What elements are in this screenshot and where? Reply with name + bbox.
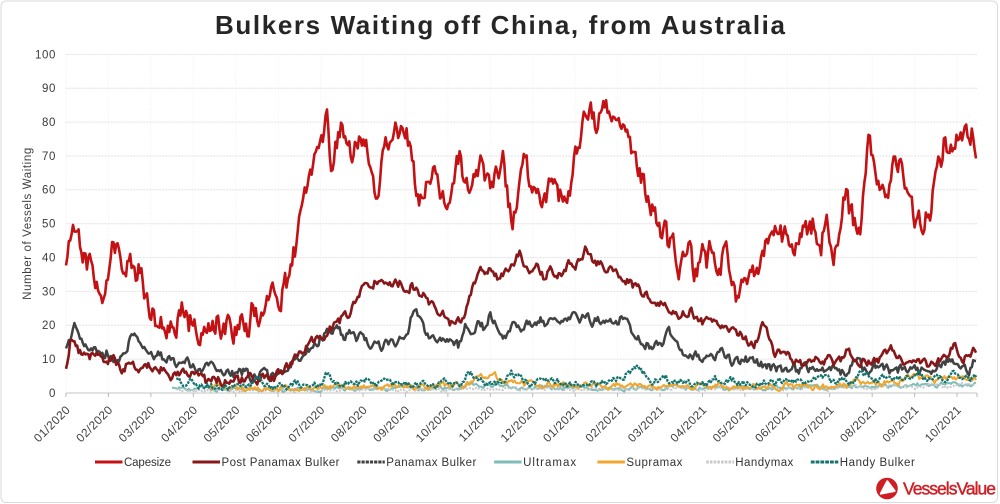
svg-text:Handymax: Handymax <box>735 457 793 469</box>
svg-text:Capesize: Capesize <box>124 457 171 469</box>
svg-text:Number of Vessels Waiting: Number of Vessels Waiting <box>22 147 34 300</box>
svg-text:50: 50 <box>42 219 56 231</box>
svg-text:10: 10 <box>42 354 56 366</box>
svg-text:Panamax Bulker: Panamax Bulker <box>386 457 476 469</box>
svg-text:Handy Bulker: Handy Bulker <box>840 457 915 469</box>
svg-text:90: 90 <box>42 83 56 95</box>
svg-text:20: 20 <box>42 320 56 332</box>
svg-text:70: 70 <box>42 151 56 163</box>
svg-text:60: 60 <box>42 185 56 197</box>
svg-text:Supramax: Supramax <box>626 457 682 469</box>
svg-text:Post Panamax Bulker: Post Panamax Bulker <box>222 457 340 469</box>
svg-text:Bulkers Waiting off China, fro: Bulkers Waiting off China, from Australi… <box>215 10 786 40</box>
svg-text:30: 30 <box>42 286 56 298</box>
svg-text:VesselsValue: VesselsValue <box>903 479 996 499</box>
svg-text:Ultramax: Ultramax <box>523 457 576 469</box>
svg-text:80: 80 <box>42 117 56 129</box>
svg-text:0: 0 <box>49 388 56 400</box>
svg-text:40: 40 <box>42 253 56 265</box>
svg-text:100: 100 <box>35 49 56 61</box>
